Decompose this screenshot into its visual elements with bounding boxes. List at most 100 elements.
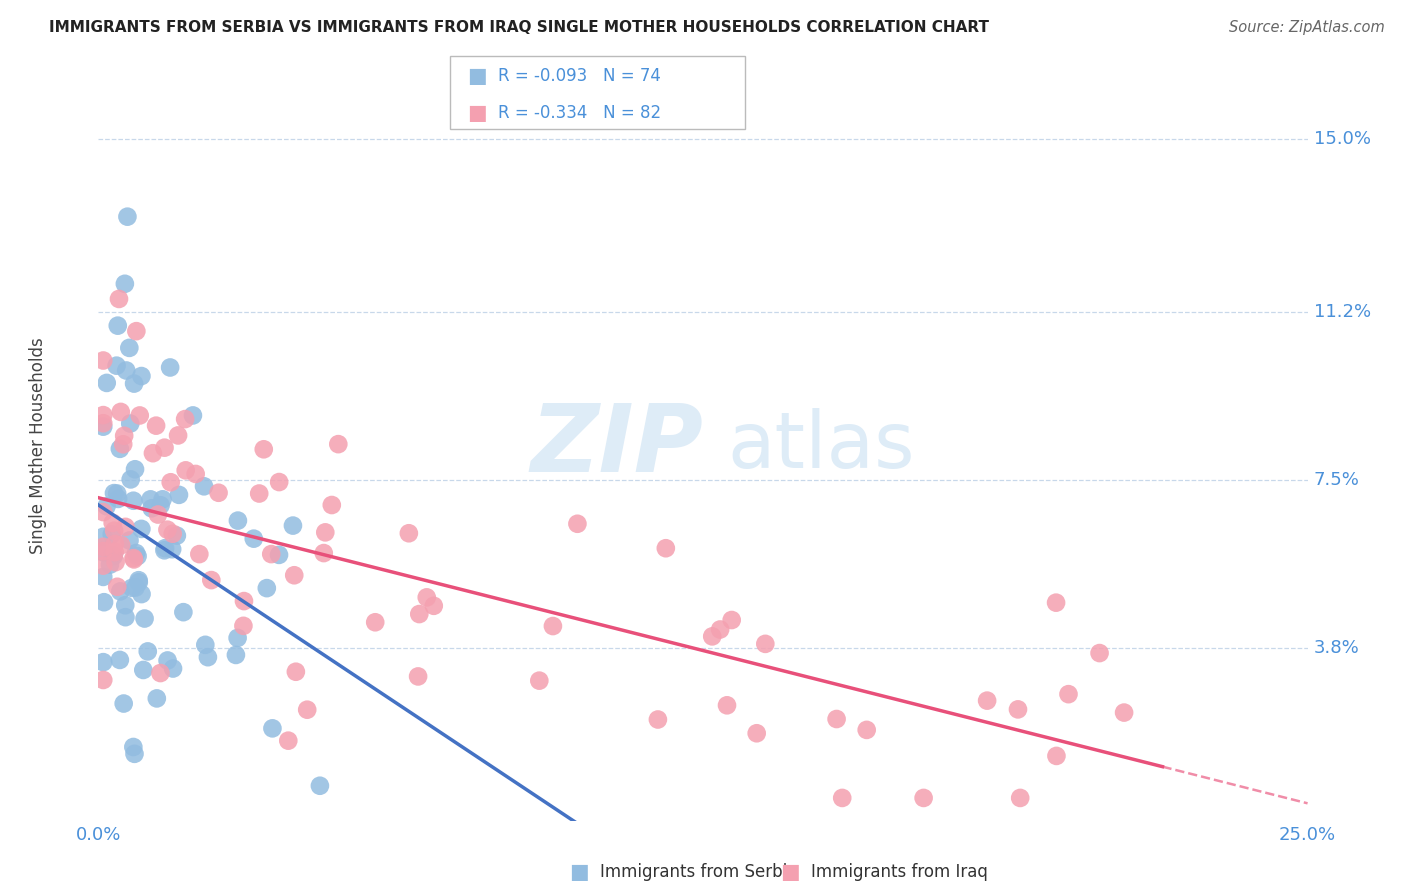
Text: atlas: atlas xyxy=(727,408,915,484)
Point xyxy=(281,518,304,533)
Point xyxy=(312,546,335,560)
Text: 7.5%: 7.5% xyxy=(1313,471,1360,489)
Point xyxy=(124,581,146,595)
Point xyxy=(122,552,145,566)
Point xyxy=(91,416,114,430)
Point xyxy=(134,611,156,625)
Point xyxy=(647,713,669,727)
Text: R = -0.334   N = 82: R = -0.334 N = 82 xyxy=(498,104,661,122)
Point xyxy=(167,428,190,442)
Point xyxy=(91,505,114,519)
Point xyxy=(567,516,589,531)
Point xyxy=(136,644,159,658)
Point xyxy=(1045,596,1067,610)
Point xyxy=(104,555,127,569)
Point xyxy=(153,543,176,558)
Point xyxy=(112,429,135,443)
Point xyxy=(115,363,138,377)
Point xyxy=(128,575,150,590)
Point xyxy=(149,498,172,512)
Point xyxy=(108,442,131,456)
Point xyxy=(107,491,129,506)
Point xyxy=(139,492,162,507)
Point xyxy=(153,441,176,455)
Point xyxy=(105,486,128,500)
Point xyxy=(91,673,114,687)
Point xyxy=(118,533,141,548)
Text: Single Mother Households: Single Mother Households xyxy=(30,338,46,554)
Point xyxy=(831,791,853,805)
Point xyxy=(253,442,276,457)
Point xyxy=(101,548,124,562)
Point xyxy=(262,722,284,736)
Text: Immigrants from Serbia: Immigrants from Serbia xyxy=(600,863,797,881)
Point xyxy=(103,524,125,538)
Point xyxy=(716,698,738,713)
Point xyxy=(188,547,211,561)
Point xyxy=(226,631,249,645)
Point xyxy=(91,655,114,669)
Point xyxy=(112,437,135,451)
Point xyxy=(98,558,121,572)
Point xyxy=(408,607,430,621)
Point xyxy=(91,419,114,434)
Point xyxy=(131,369,153,384)
Point xyxy=(309,779,332,793)
Point xyxy=(406,669,429,683)
Point xyxy=(159,475,181,490)
Point xyxy=(1010,791,1032,805)
Point xyxy=(745,726,768,740)
Point xyxy=(152,492,174,507)
Point xyxy=(93,595,115,609)
Point xyxy=(295,703,318,717)
Point xyxy=(156,653,179,667)
Text: 15.0%: 15.0% xyxy=(1313,130,1371,148)
Point xyxy=(225,648,247,662)
Point xyxy=(153,541,176,556)
Text: R = -0.093   N = 74: R = -0.093 N = 74 xyxy=(498,67,661,85)
Point xyxy=(128,409,150,423)
Point xyxy=(709,623,731,637)
Point xyxy=(125,324,148,338)
Point xyxy=(1007,702,1029,716)
Point xyxy=(162,661,184,675)
Point xyxy=(277,733,299,747)
Point xyxy=(91,545,114,559)
Point xyxy=(256,581,278,595)
Point xyxy=(247,486,270,500)
Point xyxy=(107,318,129,333)
Point xyxy=(100,527,122,541)
Point xyxy=(284,665,307,679)
Text: Immigrants from Iraq: Immigrants from Iraq xyxy=(811,863,988,881)
Text: ZIP: ZIP xyxy=(530,400,703,492)
Point xyxy=(1112,706,1135,720)
Point xyxy=(120,417,142,431)
Point xyxy=(104,537,127,551)
Point xyxy=(321,498,343,512)
Point xyxy=(96,376,118,390)
Point xyxy=(754,637,776,651)
Point xyxy=(91,544,114,558)
Point xyxy=(128,573,150,587)
Point xyxy=(702,629,724,643)
Point xyxy=(110,584,132,599)
Point xyxy=(121,581,143,595)
Point xyxy=(91,408,114,422)
Point xyxy=(91,540,114,554)
Point xyxy=(112,697,135,711)
Point xyxy=(364,615,387,630)
Point xyxy=(976,693,998,707)
Point xyxy=(101,516,124,530)
Point xyxy=(825,712,848,726)
Point xyxy=(167,488,190,502)
Text: 11.2%: 11.2% xyxy=(1313,303,1371,321)
Text: ■: ■ xyxy=(569,863,589,882)
Point xyxy=(207,485,229,500)
Point xyxy=(103,486,125,500)
Point xyxy=(172,605,194,619)
Point xyxy=(141,501,163,516)
Point xyxy=(146,508,169,522)
Text: 3.8%: 3.8% xyxy=(1313,639,1360,657)
Point xyxy=(132,663,155,677)
Point xyxy=(114,610,136,624)
